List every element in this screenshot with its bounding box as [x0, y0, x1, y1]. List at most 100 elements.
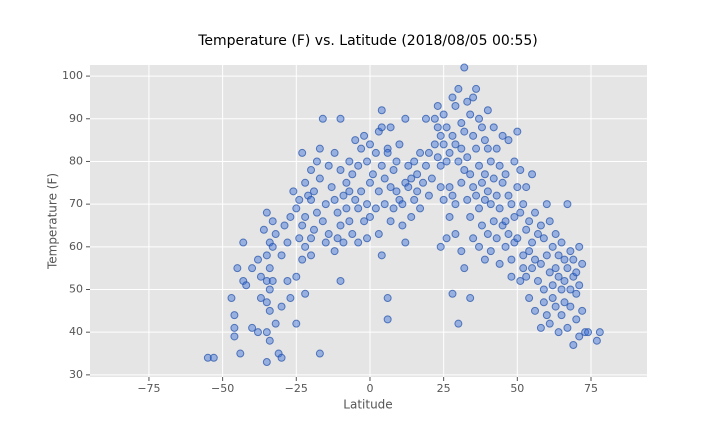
point [363, 234, 372, 243]
point [230, 311, 239, 320]
point [286, 212, 295, 221]
point [531, 306, 540, 315]
point [242, 281, 251, 290]
x-tick-label: −75 [137, 382, 160, 395]
point [436, 161, 445, 170]
x-tick-label: 75 [584, 382, 598, 395]
point [542, 311, 551, 320]
point [463, 97, 472, 106]
point [401, 238, 410, 247]
y-tick-label: 70 [69, 197, 83, 210]
point [410, 157, 419, 166]
point [560, 276, 569, 285]
point [554, 251, 563, 260]
point [448, 289, 457, 298]
point [333, 234, 342, 243]
point [318, 114, 327, 123]
point [295, 234, 304, 243]
point [368, 170, 377, 179]
point [483, 144, 492, 153]
point [595, 328, 604, 337]
y-tick-label: 50 [69, 283, 83, 296]
point [295, 195, 304, 204]
point [489, 123, 498, 132]
point [480, 136, 489, 145]
point [439, 110, 448, 119]
point [330, 195, 339, 204]
y-tick-label: 100 [62, 69, 83, 82]
point [248, 323, 257, 332]
y-tick-label: 90 [69, 112, 83, 125]
point [262, 276, 271, 285]
point [442, 157, 451, 166]
point [536, 221, 545, 230]
point [575, 242, 584, 251]
point [448, 131, 457, 140]
point [271, 230, 280, 239]
point [475, 114, 484, 123]
point [262, 251, 271, 260]
point [339, 191, 348, 200]
point [262, 298, 271, 307]
point [495, 204, 504, 213]
point [351, 136, 360, 145]
point [510, 212, 519, 221]
point [348, 170, 357, 179]
point [466, 212, 475, 221]
point [569, 340, 578, 349]
point [513, 127, 522, 136]
point [475, 161, 484, 170]
point [460, 165, 469, 174]
point [360, 131, 369, 140]
point [268, 242, 277, 251]
point [480, 170, 489, 179]
point [528, 264, 537, 273]
point [557, 311, 566, 320]
point [448, 93, 457, 102]
point [389, 204, 398, 213]
point [460, 63, 469, 72]
point [569, 255, 578, 264]
point [469, 93, 478, 102]
point [380, 174, 389, 183]
point [360, 217, 369, 226]
point [492, 144, 501, 153]
point [309, 225, 318, 234]
point [262, 208, 271, 217]
point [483, 230, 492, 239]
point [277, 251, 286, 260]
point [301, 178, 310, 187]
point [345, 157, 354, 166]
point [283, 238, 292, 247]
point [442, 234, 451, 243]
y-tick-label: 30 [69, 368, 83, 381]
point [413, 170, 422, 179]
point [413, 187, 422, 196]
point [227, 294, 236, 303]
point [475, 242, 484, 251]
point [469, 183, 478, 192]
point [209, 353, 218, 362]
point [545, 217, 554, 226]
point [233, 264, 242, 273]
point [584, 328, 593, 337]
point [333, 208, 342, 217]
point [374, 187, 383, 196]
point [477, 178, 486, 187]
point [354, 204, 363, 213]
point [531, 255, 540, 264]
point [401, 114, 410, 123]
point [445, 212, 454, 221]
point [525, 247, 534, 256]
plot-area [90, 65, 647, 377]
point [324, 230, 333, 239]
point [489, 174, 498, 183]
point [357, 187, 366, 196]
point [498, 131, 507, 140]
point [424, 191, 433, 200]
point [454, 84, 463, 93]
point [253, 255, 262, 264]
point [539, 234, 548, 243]
point [554, 272, 563, 281]
point [203, 353, 212, 362]
